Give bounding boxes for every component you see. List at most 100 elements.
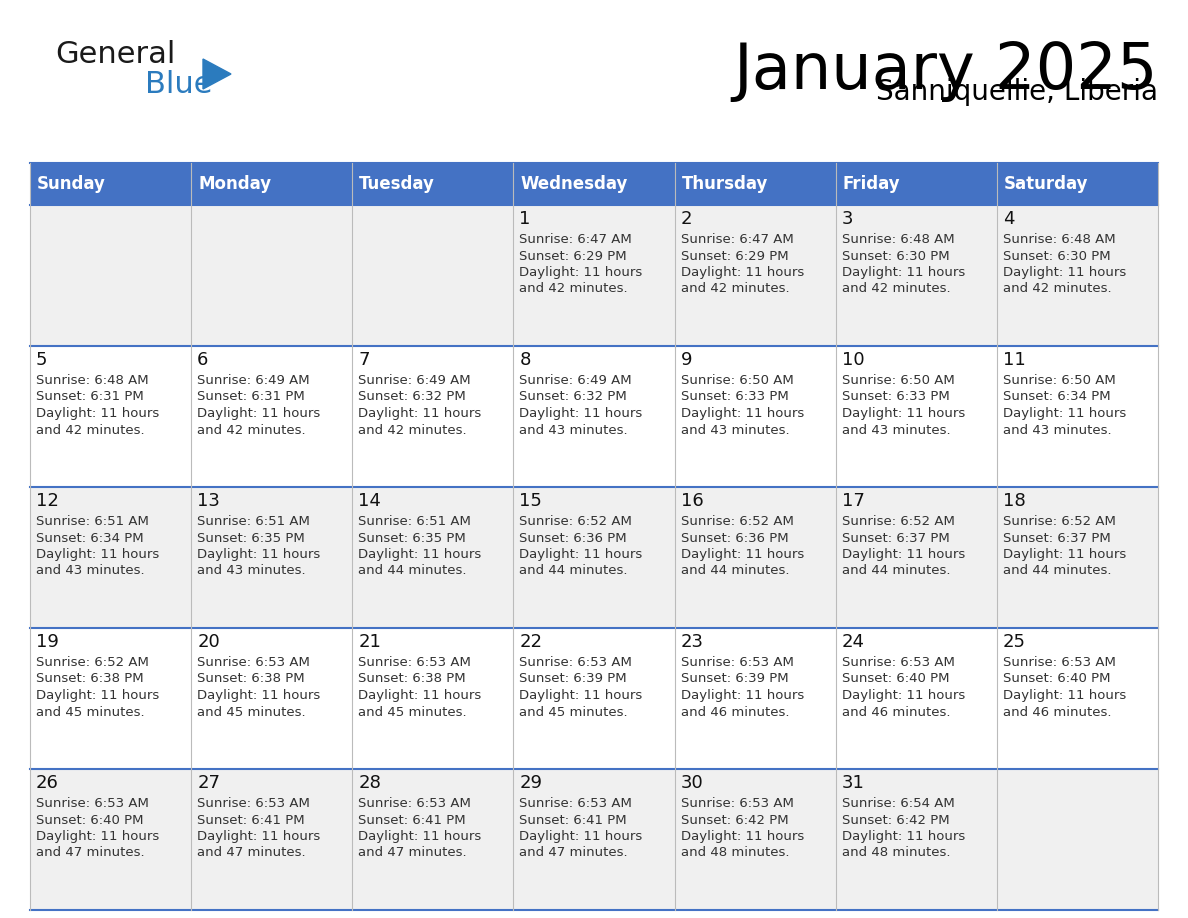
Text: Sunset: 6:41 PM: Sunset: 6:41 PM <box>359 813 466 826</box>
Text: Sunset: 6:35 PM: Sunset: 6:35 PM <box>197 532 305 544</box>
Text: and 42 minutes.: and 42 minutes. <box>1003 283 1112 296</box>
Bar <box>513 628 675 769</box>
Text: Sunrise: 6:53 AM: Sunrise: 6:53 AM <box>359 797 472 810</box>
Text: Sunset: 6:40 PM: Sunset: 6:40 PM <box>36 813 144 826</box>
Text: Sunrise: 6:50 AM: Sunrise: 6:50 AM <box>1003 374 1116 387</box>
Bar <box>353 205 513 346</box>
Text: Daylight: 11 hours: Daylight: 11 hours <box>681 830 804 843</box>
Text: 12: 12 <box>36 492 59 510</box>
Text: Daylight: 11 hours: Daylight: 11 hours <box>681 407 804 420</box>
Text: Sunset: 6:39 PM: Sunset: 6:39 PM <box>519 673 627 686</box>
Text: and 43 minutes.: and 43 minutes. <box>36 565 145 577</box>
Text: 23: 23 <box>681 633 703 651</box>
Text: and 48 minutes.: and 48 minutes. <box>842 846 950 859</box>
Text: Sunset: 6:36 PM: Sunset: 6:36 PM <box>519 532 627 544</box>
Text: Sunset: 6:33 PM: Sunset: 6:33 PM <box>681 390 789 404</box>
Text: Daylight: 11 hours: Daylight: 11 hours <box>1003 266 1126 279</box>
Text: Blue: Blue <box>145 70 213 99</box>
Text: Sunset: 6:31 PM: Sunset: 6:31 PM <box>36 390 144 404</box>
Text: 21: 21 <box>359 633 381 651</box>
Text: Daylight: 11 hours: Daylight: 11 hours <box>681 266 804 279</box>
Text: 10: 10 <box>842 351 865 369</box>
Bar <box>997 628 1158 769</box>
Text: Daylight: 11 hours: Daylight: 11 hours <box>681 689 804 702</box>
Text: Sunset: 6:32 PM: Sunset: 6:32 PM <box>359 390 466 404</box>
Bar <box>513 346 675 487</box>
Text: Sunset: 6:39 PM: Sunset: 6:39 PM <box>681 673 788 686</box>
Text: Daylight: 11 hours: Daylight: 11 hours <box>1003 689 1126 702</box>
Text: 4: 4 <box>1003 210 1015 228</box>
Text: Daylight: 11 hours: Daylight: 11 hours <box>1003 407 1126 420</box>
Text: Sunrise: 6:53 AM: Sunrise: 6:53 AM <box>842 656 955 669</box>
Text: 16: 16 <box>681 492 703 510</box>
Text: 8: 8 <box>519 351 531 369</box>
Text: Sunrise: 6:51 AM: Sunrise: 6:51 AM <box>36 515 148 528</box>
Text: Sunrise: 6:47 AM: Sunrise: 6:47 AM <box>681 233 794 246</box>
Text: Daylight: 11 hours: Daylight: 11 hours <box>519 407 643 420</box>
Text: Daylight: 11 hours: Daylight: 11 hours <box>842 407 965 420</box>
Bar <box>675 487 835 628</box>
Text: Sunrise: 6:51 AM: Sunrise: 6:51 AM <box>197 515 310 528</box>
Text: 25: 25 <box>1003 633 1026 651</box>
Text: Sunrise: 6:49 AM: Sunrise: 6:49 AM <box>519 374 632 387</box>
Bar <box>997 205 1158 346</box>
Bar <box>835 628 997 769</box>
Text: Sunrise: 6:48 AM: Sunrise: 6:48 AM <box>36 374 148 387</box>
Bar <box>997 769 1158 910</box>
Text: Daylight: 11 hours: Daylight: 11 hours <box>842 830 965 843</box>
Text: Sunset: 6:37 PM: Sunset: 6:37 PM <box>842 532 949 544</box>
Bar <box>675 769 835 910</box>
Text: Sunrise: 6:53 AM: Sunrise: 6:53 AM <box>681 797 794 810</box>
Text: Daylight: 11 hours: Daylight: 11 hours <box>359 689 481 702</box>
Text: and 42 minutes.: and 42 minutes. <box>842 283 950 296</box>
Bar <box>353 487 513 628</box>
Text: Monday: Monday <box>198 175 271 193</box>
Text: and 43 minutes.: and 43 minutes. <box>681 423 789 436</box>
Text: Daylight: 11 hours: Daylight: 11 hours <box>36 830 159 843</box>
Text: Sunrise: 6:49 AM: Sunrise: 6:49 AM <box>197 374 310 387</box>
Text: Sunset: 6:37 PM: Sunset: 6:37 PM <box>1003 532 1111 544</box>
Bar <box>835 163 997 205</box>
Text: Sunrise: 6:53 AM: Sunrise: 6:53 AM <box>359 656 472 669</box>
Text: Sunset: 6:29 PM: Sunset: 6:29 PM <box>519 250 627 263</box>
Text: Sunset: 6:38 PM: Sunset: 6:38 PM <box>197 673 305 686</box>
Text: Friday: Friday <box>842 175 901 193</box>
Text: Sunrise: 6:48 AM: Sunrise: 6:48 AM <box>1003 233 1116 246</box>
Text: and 43 minutes.: and 43 minutes. <box>842 423 950 436</box>
Text: Sunset: 6:38 PM: Sunset: 6:38 PM <box>359 673 466 686</box>
Text: Sunrise: 6:50 AM: Sunrise: 6:50 AM <box>842 374 954 387</box>
Text: Daylight: 11 hours: Daylight: 11 hours <box>519 266 643 279</box>
Text: and 46 minutes.: and 46 minutes. <box>681 706 789 719</box>
Text: Sunset: 6:34 PM: Sunset: 6:34 PM <box>1003 390 1111 404</box>
Text: Sunset: 6:41 PM: Sunset: 6:41 PM <box>197 813 305 826</box>
Bar <box>835 205 997 346</box>
Bar <box>835 769 997 910</box>
Text: Sunrise: 6:53 AM: Sunrise: 6:53 AM <box>519 797 632 810</box>
Text: 31: 31 <box>842 774 865 792</box>
Text: Daylight: 11 hours: Daylight: 11 hours <box>1003 548 1126 561</box>
Text: 20: 20 <box>197 633 220 651</box>
Text: Daylight: 11 hours: Daylight: 11 hours <box>519 830 643 843</box>
Text: 17: 17 <box>842 492 865 510</box>
Text: Daylight: 11 hours: Daylight: 11 hours <box>36 548 159 561</box>
Text: Saturday: Saturday <box>1004 175 1088 193</box>
Text: 1: 1 <box>519 210 531 228</box>
Text: and 44 minutes.: and 44 minutes. <box>1003 565 1111 577</box>
Text: and 43 minutes.: and 43 minutes. <box>197 565 305 577</box>
Text: Daylight: 11 hours: Daylight: 11 hours <box>36 689 159 702</box>
Text: Sunrise: 6:49 AM: Sunrise: 6:49 AM <box>359 374 470 387</box>
Text: Sunrise: 6:50 AM: Sunrise: 6:50 AM <box>681 374 794 387</box>
Text: Sunset: 6:41 PM: Sunset: 6:41 PM <box>519 813 627 826</box>
Text: 6: 6 <box>197 351 209 369</box>
Bar <box>513 163 675 205</box>
Text: and 42 minutes.: and 42 minutes. <box>197 423 305 436</box>
Text: 7: 7 <box>359 351 369 369</box>
Text: and 44 minutes.: and 44 minutes. <box>359 565 467 577</box>
Text: 14: 14 <box>359 492 381 510</box>
Bar <box>353 346 513 487</box>
Text: and 42 minutes.: and 42 minutes. <box>519 283 628 296</box>
Text: 18: 18 <box>1003 492 1025 510</box>
Bar <box>513 769 675 910</box>
Text: Daylight: 11 hours: Daylight: 11 hours <box>197 407 321 420</box>
Text: and 42 minutes.: and 42 minutes. <box>359 423 467 436</box>
